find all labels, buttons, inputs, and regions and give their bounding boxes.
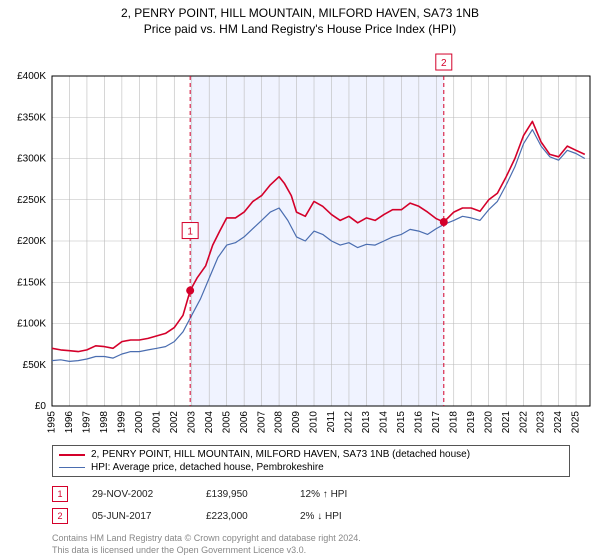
svg-text:2008: 2008	[274, 411, 285, 434]
svg-text:1: 1	[187, 227, 193, 238]
svg-text:2005: 2005	[221, 411, 232, 434]
svg-text:£400K: £400K	[17, 71, 46, 82]
svg-text:1996: 1996	[64, 411, 75, 434]
svg-text:2020: 2020	[483, 411, 494, 434]
svg-text:2016: 2016	[413, 411, 424, 434]
svg-text:2010: 2010	[309, 411, 320, 434]
transaction-delta: 2% ↓ HPI	[300, 511, 342, 522]
svg-text:2: 2	[441, 58, 447, 69]
legend-swatch	[59, 467, 85, 468]
svg-text:1999: 1999	[117, 411, 128, 434]
svg-text:2009: 2009	[291, 411, 302, 434]
svg-text:2002: 2002	[169, 411, 180, 434]
legend-box: 2, PENRY POINT, HILL MOUNTAIN, MILFORD H…	[52, 445, 570, 477]
svg-text:2019: 2019	[466, 411, 477, 434]
transaction-date: 05-JUN-2017	[92, 511, 182, 522]
title-line-2: Price paid vs. HM Land Registry's House …	[0, 20, 600, 36]
svg-text:1995: 1995	[47, 411, 58, 434]
legend-label: 2, PENRY POINT, HILL MOUNTAIN, MILFORD H…	[91, 449, 470, 460]
svg-text:£100K: £100K	[17, 319, 46, 330]
transaction-price: £139,950	[206, 489, 276, 500]
svg-text:2018: 2018	[448, 411, 459, 434]
legend-row: 2, PENRY POINT, HILL MOUNTAIN, MILFORD H…	[59, 448, 563, 461]
svg-text:2007: 2007	[256, 411, 267, 434]
svg-text:£350K: £350K	[17, 112, 46, 123]
transaction-date: 29-NOV-2002	[92, 489, 182, 500]
svg-text:2025: 2025	[571, 411, 582, 434]
legend-row: HPI: Average price, detached house, Pemb…	[59, 461, 563, 474]
svg-text:£300K: £300K	[17, 154, 46, 165]
svg-text:2022: 2022	[518, 411, 529, 434]
svg-text:2014: 2014	[379, 411, 390, 434]
svg-text:£200K: £200K	[17, 236, 46, 247]
svg-text:2023: 2023	[536, 411, 547, 434]
svg-text:2001: 2001	[151, 411, 162, 434]
svg-text:2017: 2017	[431, 411, 442, 434]
transaction-badge: 2	[52, 508, 68, 524]
svg-text:2012: 2012	[344, 411, 355, 434]
transaction-list: 1 29-NOV-2002 £139,950 12% ↑ HPI 2 05-JUN-201…	[52, 483, 570, 527]
price-chart-svg: £0 £50K £100K £150K £200K £250K £300K £350K £400…	[0, 36, 600, 436]
transaction-delta: 12% ↑ HPI	[300, 489, 347, 500]
title-line-1: 2, PENRY POINT, HILL MOUNTAIN, MILFORD H…	[0, 0, 600, 20]
chart-area: £0 £50K £100K £150K £200K £250K £300K £350K £400…	[0, 36, 600, 441]
svg-text:2011: 2011	[326, 411, 337, 433]
legend-swatch	[59, 454, 85, 456]
svg-text:£150K: £150K	[17, 277, 46, 288]
transaction-price: £223,000	[206, 511, 276, 522]
chart-container: 2, PENRY POINT, HILL MOUNTAIN, MILFORD H…	[0, 0, 600, 560]
svg-text:2003: 2003	[186, 411, 197, 434]
svg-text:2006: 2006	[239, 411, 250, 434]
credits: Contains HM Land Registry data © Crown c…	[52, 533, 570, 556]
transaction-row: 2 05-JUN-2017 £223,000 2% ↓ HPI	[52, 505, 570, 527]
svg-text:£50K: £50K	[23, 360, 47, 371]
credits-line-1: Contains HM Land Registry data © Crown c…	[52, 533, 570, 545]
svg-text:£250K: £250K	[17, 195, 46, 206]
svg-text:2000: 2000	[134, 411, 145, 434]
svg-text:1998: 1998	[99, 411, 110, 434]
svg-text:2021: 2021	[501, 411, 512, 434]
svg-text:2015: 2015	[396, 411, 407, 434]
transaction-badge: 1	[52, 486, 68, 502]
credits-line-2: This data is licensed under the Open Gov…	[52, 545, 570, 557]
transaction-row: 1 29-NOV-2002 £139,950 12% ↑ HPI	[52, 483, 570, 505]
legend-label: HPI: Average price, detached house, Pemb…	[91, 462, 324, 473]
svg-text:£0: £0	[35, 401, 47, 412]
svg-text:2013: 2013	[361, 411, 372, 434]
svg-text:2004: 2004	[204, 411, 215, 434]
svg-text:2024: 2024	[553, 411, 564, 434]
svg-text:1997: 1997	[82, 411, 93, 434]
